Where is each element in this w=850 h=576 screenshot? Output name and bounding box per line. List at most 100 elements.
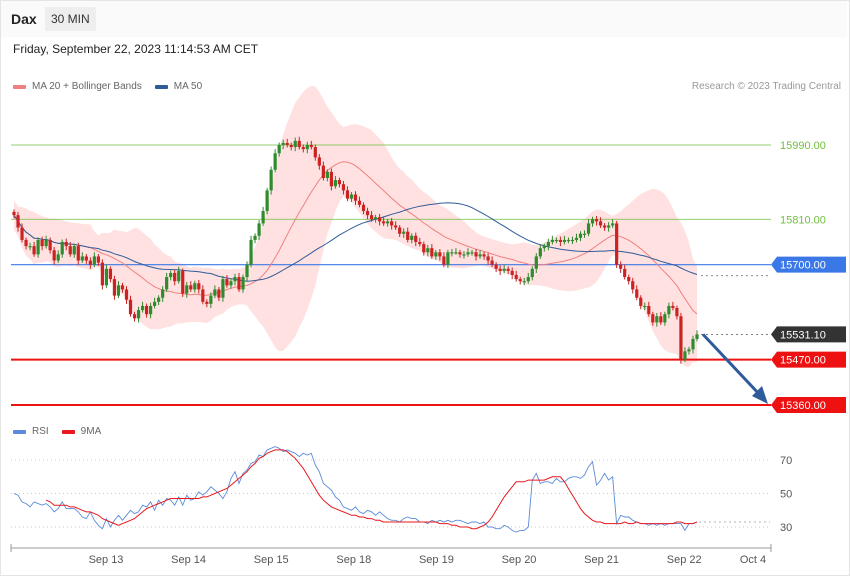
candle [293,137,297,152]
level-label: 15990.00 [780,140,826,152]
legend-item-9ma: 9MA [61,426,101,437]
candle-body [257,223,261,236]
candle [687,346,691,355]
candle [486,253,490,265]
candle [602,223,607,231]
candle-body [96,256,100,263]
candle [116,281,121,299]
level-tag-label: 15700.00 [780,260,826,272]
candle-body [486,256,490,261]
candle-body [341,184,346,191]
candle-body [574,237,579,240]
candle [398,225,402,238]
candle-body [213,289,217,296]
candle-body [542,246,546,249]
candle [241,274,245,293]
candle-body [590,219,595,224]
candle-body [679,316,683,360]
candle [378,213,382,226]
candle [157,295,161,306]
legend-swatch [154,84,168,89]
candle [530,266,534,281]
candle [514,270,518,282]
candle [574,233,579,243]
candle [566,237,571,244]
candle-body [173,272,177,282]
ma20-line [13,161,698,315]
level-tag [771,397,846,413]
candle-body [623,268,627,278]
candle-body [24,239,28,247]
level-tag [771,256,846,273]
candle-body [305,145,309,150]
rsi-tick-label: 30 [780,522,792,534]
candle-body [442,256,446,265]
candle [679,312,683,364]
candle [382,217,386,226]
candle-body [104,268,109,286]
x-tick-label: Sep 21 [584,554,619,566]
candle [169,270,173,281]
candle-body [281,142,285,145]
candle [466,248,470,257]
candle [510,267,514,280]
candle-body [478,254,482,257]
candle [253,233,257,244]
candle [450,249,454,257]
candle [261,206,265,226]
candle-body [169,272,173,278]
candle [273,149,277,173]
candle [594,215,599,226]
candle-body [582,233,587,235]
candle [490,256,494,268]
candle-body [361,204,366,212]
candle-body [667,305,671,315]
candle [205,299,209,308]
candle [390,218,394,230]
legend-item-rsi: RSI [13,426,49,437]
candle [281,139,285,150]
candle [321,161,325,181]
x-tick-label: Sep 14 [171,554,206,566]
candle-body [450,252,454,254]
candle [144,303,149,318]
candle-body [217,289,221,298]
x-tick-label: Sep 22 [667,554,702,566]
candle-body [349,194,354,199]
candle [12,209,16,219]
header-bar [1,1,847,37]
candle-body [546,241,550,247]
candle [277,142,281,157]
rsi-tick-label: 70 [780,455,792,467]
candle-body [373,217,378,220]
candle-body [651,314,655,323]
candle-body [490,260,494,265]
projection-arrow-shaft [701,333,762,397]
candle-body [394,225,398,228]
candle [140,301,145,313]
candle [691,335,695,354]
candle-body [124,289,129,300]
candle [598,217,603,228]
legend-label: RSI [32,426,49,437]
candle [502,264,506,274]
level-tag-label: 15531.10 [780,329,826,341]
candle [84,253,88,264]
candle-body [663,314,667,323]
candle-body [68,246,72,255]
candle [446,249,450,268]
candle-body [297,140,301,148]
candle-body [643,305,647,308]
candle-body [241,277,245,290]
instrument-name: Dax [11,11,37,27]
candle [285,138,289,148]
candle [313,144,317,161]
candle [60,239,64,258]
level-tag [771,351,846,368]
main-legend: MA 20 + Bollinger Bands MA 50 [13,81,215,92]
candle-body [333,180,338,187]
timeframe-button[interactable]: 30 MIN [45,7,96,31]
candle [695,330,699,342]
candle [365,207,370,220]
